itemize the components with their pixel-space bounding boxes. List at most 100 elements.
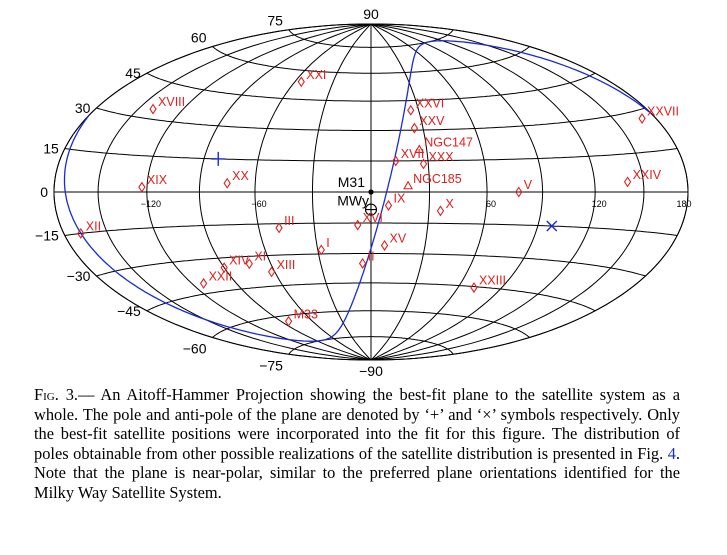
latitude-label: −60 (183, 340, 207, 356)
satellite-label: V (524, 178, 533, 192)
latitude-label: 0 (40, 184, 48, 200)
aitoff-hammer-figure: 90 75 60 45 30 15 0 −15 −30 −45 −60 −75 −90 −120 −60 60… (35, 6, 691, 379)
diamond-marker (220, 262, 228, 274)
diamond-marker (410, 122, 419, 134)
latitude-label: −30 (67, 268, 91, 284)
latitude-label: −45 (117, 303, 141, 319)
diamond-marker (419, 158, 428, 170)
satellite-label: XVII (401, 147, 425, 161)
diamond-marker (267, 266, 276, 278)
diamond-marker (317, 244, 325, 256)
diamond-marker (384, 199, 393, 211)
satellite-label: XXI (306, 68, 326, 82)
satellite-xxi: XXI (297, 68, 326, 88)
longitude-label: 180 (676, 199, 691, 209)
diamond-marker (470, 282, 478, 294)
poles (211, 151, 558, 232)
axis-labels: 90 75 60 45 30 15 0 −15 −30 −45 −60 −75 −90 −120 −60 60… (35, 6, 691, 379)
longitude-label: 120 (592, 199, 607, 209)
diamond-marker (77, 227, 85, 239)
satellite-xxii: XXII (199, 269, 233, 289)
satellite-xiv: XIV (220, 254, 250, 274)
milky-way-cross (365, 204, 377, 216)
satellite-label: XI (254, 250, 266, 264)
satellite-label: XXX (429, 150, 455, 164)
satellite-xxvi: XXVI (407, 96, 445, 116)
satellite-m33: M33 (284, 307, 318, 327)
figure-4-link[interactable]: 4 (667, 443, 676, 463)
satellite-xvii: XVII (392, 147, 425, 167)
diamond-marker (354, 219, 362, 231)
satellite-label: XVI (363, 211, 383, 225)
diamond-marker (223, 177, 231, 189)
satellite-xxv: XXV (410, 114, 445, 134)
satellite-xxvii: XXVII (638, 105, 679, 125)
satellite-ii: II (358, 249, 375, 269)
satellite-label: XX (232, 169, 249, 183)
satellite-xxiii: XXIII (470, 274, 506, 294)
satellite-label: XII (86, 219, 101, 233)
latitude-label: 75 (267, 13, 283, 29)
satellite-label: XXVII (647, 105, 679, 119)
longitude-label: −120 (141, 199, 161, 209)
diamond-marker (623, 176, 632, 188)
satellite-label: XXV (419, 114, 445, 128)
satellite-label: NGC185 (413, 172, 462, 186)
satellite-xxiv: XXIV (623, 168, 662, 188)
satellite-label: XXVI (416, 96, 445, 110)
caption-text-2: . Note that the plane is near-polar, sim… (34, 443, 680, 502)
longitude-label: 60 (486, 199, 496, 209)
diamond-marker (407, 104, 415, 116)
satellite-ix: IX (384, 191, 406, 211)
best-fit-plane (63, 40, 652, 342)
plane-great-circle (63, 115, 388, 342)
satellite-label: XIX (147, 173, 168, 187)
satellite-v: V (515, 178, 533, 198)
longitude-label: −60 (251, 199, 266, 209)
m31-marker (368, 189, 374, 195)
pole-plus-marker (211, 151, 226, 166)
anti-pole-x-marker (546, 220, 558, 232)
diamond-marker (436, 205, 445, 217)
satellite-label: NGC147 (424, 135, 473, 149)
satellite-ngc185: NGC185 (403, 172, 462, 190)
triangle-marker (403, 180, 414, 190)
satellite-xviii: XVIII (149, 95, 185, 115)
satellite-label: I (326, 236, 329, 250)
satellite-label: XV (390, 231, 407, 245)
diamond-marker (380, 239, 389, 251)
caption-label: Fig. 3.— (34, 385, 95, 404)
diamond-marker (392, 155, 400, 167)
latitude-label: 15 (43, 141, 59, 157)
satellite-xxx: XXX (419, 150, 455, 170)
satellite-xv: XV (380, 231, 407, 251)
satellite-xiii: XIII (267, 258, 295, 278)
plane-great-circle (385, 40, 652, 193)
diamond-marker (245, 258, 254, 270)
satellite-xi: XI (245, 250, 266, 270)
latitude-label: −15 (35, 227, 59, 243)
latitude-label: 60 (191, 30, 207, 46)
satellite-label: XXIV (633, 168, 662, 182)
latitude-label: 45 (125, 65, 141, 81)
satellite-x: X (436, 197, 454, 217)
satellite-label: II (368, 249, 375, 263)
diamond-marker (297, 76, 305, 88)
diamond-marker (149, 103, 157, 115)
satellite-label: X (445, 197, 454, 211)
satellite-ngc147: NGC147 (414, 135, 473, 154)
triangle-marker (414, 144, 425, 154)
satellite-xii: XII (77, 219, 101, 239)
latitude-label: 30 (75, 100, 91, 116)
diamond-marker (275, 222, 283, 234)
latitude-label: −75 (259, 357, 283, 373)
satellite-iii: III (275, 214, 294, 234)
satellite-label: XXII (209, 269, 233, 283)
diamond-marker (199, 277, 208, 289)
satellite-xix: XIX (138, 173, 168, 193)
satellite-label: IX (394, 191, 406, 205)
satellite-xx: XX (223, 169, 250, 189)
satellite-i: I (317, 236, 330, 256)
projection-boundary (53, 23, 689, 361)
